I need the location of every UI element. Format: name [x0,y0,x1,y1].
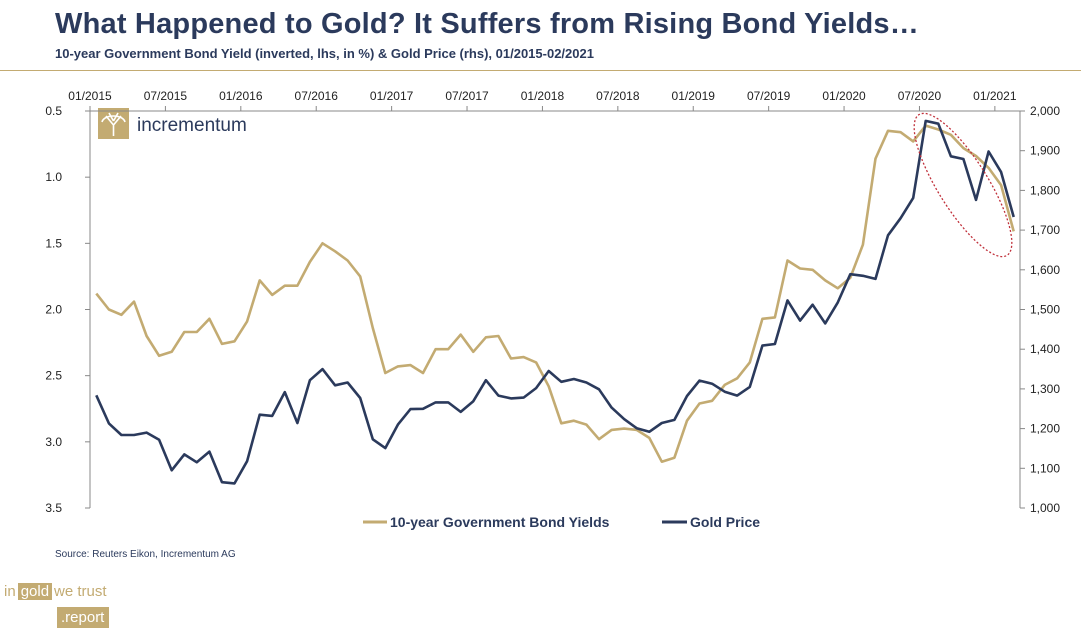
x-tick-label: 07/2015 [144,89,188,103]
x-tick-label: 07/2017 [445,89,489,103]
right-tick-label: 1,200 [1030,422,1060,436]
right-tick-label: 1,100 [1030,461,1060,475]
page-subtitle: 10-year Government Bond Yield (inverted,… [55,46,594,61]
left-tick-label: 2.5 [45,369,62,383]
brand-report: .report [57,607,110,628]
chart: incrementum 0.5 1.0 1.5 2.0 2.5 3.0 3.5 2,000 1… [45,89,1060,530]
highlight-ellipse [913,112,1013,258]
series-line-gold-price [95,119,1015,485]
page-title: What Happened to Gold? It Suffers from R… [55,8,919,40]
brand-highlight: gold [17,583,53,600]
right-tick-label: 1,800 [1030,183,1060,197]
legend: 10-year Government Bond Yields Gold Pric… [363,514,760,530]
x-tick-label: 01/2015 [68,89,112,103]
legend-label-gold-price: Gold Price [690,514,760,530]
x-tick-label: 01/2018 [521,89,565,103]
x-tick-label: 01/2016 [219,89,263,103]
incrementum-logo: incrementum [98,108,247,139]
x-tick-label: 07/2019 [747,89,791,103]
right-tick-label: 1,500 [1030,303,1060,317]
x-tick-label: 07/2016 [295,89,339,103]
brand-prefix: in [4,583,16,600]
right-tick-label: 1,700 [1030,223,1060,237]
right-tick-label: 2,000 [1030,104,1060,118]
right-tick-label: 1,900 [1030,144,1060,158]
left-tick-label: 3.5 [45,501,62,515]
left-tick-label: 0.5 [45,104,62,118]
source-note: Source: Reuters Eikon, Incrementum AG [55,549,236,560]
x-tick-label: 07/2020 [898,89,942,103]
right-tick-label: 1,000 [1030,501,1060,515]
left-tick-label: 1.5 [45,236,62,250]
legend-label-bond-yield: 10-year Government Bond Yields [390,514,610,530]
brand-mark: in gold we trust [4,583,107,600]
x-tick-label: 01/2019 [672,89,716,103]
title-divider [0,70,1081,71]
brand-suffix: we trust [54,583,107,600]
right-tick-label: 1,600 [1030,263,1060,277]
right-tick-label: 1,400 [1030,342,1060,356]
x-tick-label: 01/2020 [822,89,866,103]
x-tick-label: 01/2017 [370,89,414,103]
left-tick-label: 3.0 [45,435,62,449]
x-tick-label: 07/2018 [596,89,640,103]
left-tick-label: 2.0 [45,303,62,317]
x-tick-label: 01/2021 [973,89,1017,103]
logo-text: incrementum [137,115,247,136]
right-tick-label: 1,300 [1030,382,1060,396]
series-line-bond-yield [95,124,1015,463]
left-tick-label: 1.0 [45,170,62,184]
